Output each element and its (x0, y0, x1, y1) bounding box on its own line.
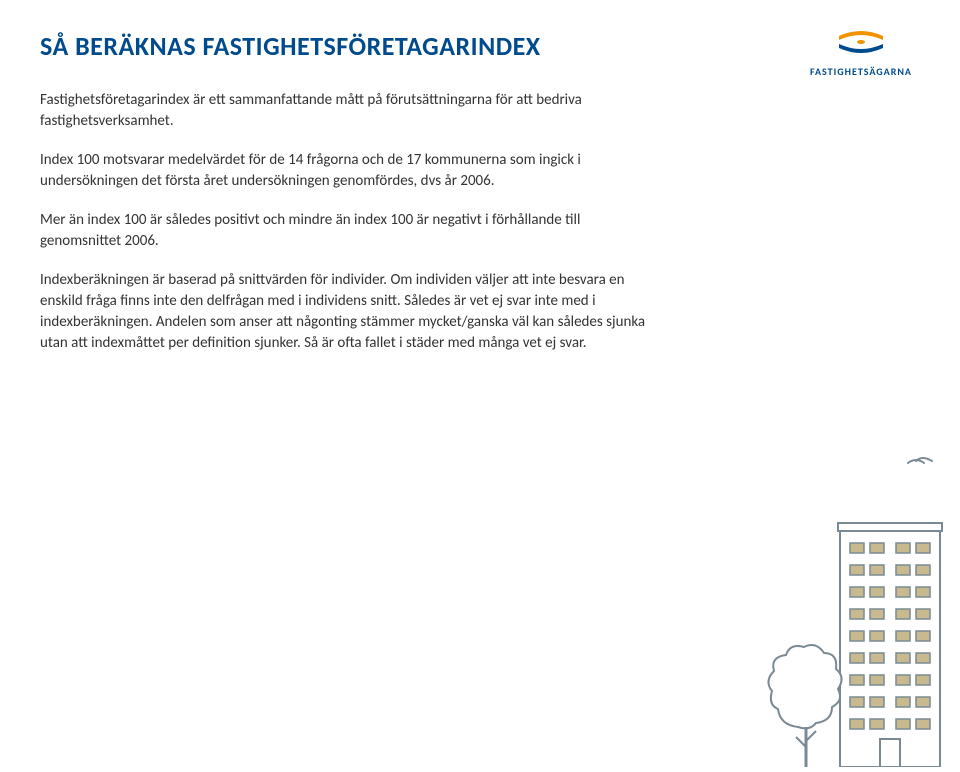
paragraph-3: Mer än index 100 är således positivt och… (40, 210, 660, 252)
body-content: Fastighetsföretagarindex är ett sammanfa… (40, 90, 660, 354)
logo-bottom-arc (839, 44, 883, 53)
logo-mark-icon (810, 26, 912, 61)
logo-text: FASTIGHETSÄGARNA (810, 65, 912, 78)
page-title: SÅ BERÄKNAS FASTIGHETSFÖRETAGARINDEX (40, 30, 900, 62)
logo-center-dot (857, 40, 865, 44)
paragraph-4: Indexberäkningen är baserad på snittvärd… (40, 270, 660, 354)
brand-logo: FASTIGHETSÄGARNA (810, 26, 912, 78)
paragraph-2: Index 100 motsvarar medelvärdet för de 1… (40, 150, 660, 192)
tree-icon (768, 645, 841, 767)
paragraph-1: Fastighetsföretagarindex är ett sammanfa… (40, 90, 660, 132)
building-icon (838, 523, 942, 767)
logo-top-arc (839, 31, 883, 40)
decorative-illustration (720, 447, 960, 767)
bird-icon (908, 458, 932, 463)
